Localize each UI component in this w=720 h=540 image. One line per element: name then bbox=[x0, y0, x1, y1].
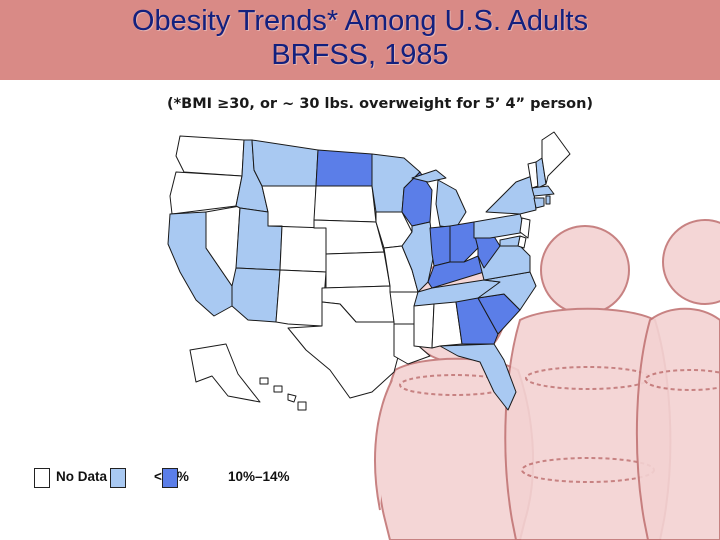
state-wy bbox=[261, 185, 317, 229]
state-ct bbox=[533, 197, 545, 209]
legend-swatch-10-14 bbox=[162, 468, 178, 488]
state-tx bbox=[287, 301, 403, 399]
state-ri bbox=[545, 195, 551, 205]
state-hi bbox=[259, 377, 307, 411]
state-me bbox=[541, 131, 571, 185]
state-nc bbox=[477, 271, 537, 311]
state-md bbox=[499, 235, 521, 247]
subtitle-bmi-note: (*BMI ≥30, or ~ 30 lbs. overweight for 5… bbox=[166, 96, 594, 112]
state-or bbox=[169, 171, 243, 215]
state-in bbox=[429, 225, 451, 267]
state-ma bbox=[531, 185, 555, 197]
title-banner: Obesity Trends* Among U.S. Adults BRFSS,… bbox=[0, 0, 720, 80]
title-line-2: BRFSS, 1985 bbox=[271, 39, 449, 71]
state-oh bbox=[449, 221, 479, 263]
state-pa bbox=[473, 213, 527, 239]
state-ny bbox=[485, 175, 537, 215]
legend-label-no-data: No Data bbox=[56, 469, 108, 484]
legend-label-10-14: 10%–14% bbox=[228, 469, 290, 484]
state-ak bbox=[189, 343, 261, 403]
state-nj bbox=[519, 217, 531, 239]
title-line-1: Obesity Trends* Among U.S. Adults bbox=[131, 5, 589, 37]
state-ga bbox=[455, 297, 499, 345]
legend-swatch-no-data bbox=[34, 468, 50, 488]
state-al bbox=[431, 301, 463, 349]
figure-middle bbox=[504, 225, 672, 540]
state-ms bbox=[413, 303, 435, 349]
state-ky bbox=[427, 255, 485, 289]
state-ks bbox=[325, 251, 391, 289]
state-az bbox=[231, 267, 281, 323]
state-wa bbox=[175, 135, 245, 177]
state-nd bbox=[315, 149, 373, 187]
state-nm bbox=[275, 269, 327, 327]
state-mt bbox=[251, 139, 319, 187]
state-fl bbox=[439, 343, 517, 411]
figure-right bbox=[635, 219, 720, 540]
state-sd bbox=[313, 185, 377, 223]
legend-swatch-under-10 bbox=[110, 468, 126, 488]
